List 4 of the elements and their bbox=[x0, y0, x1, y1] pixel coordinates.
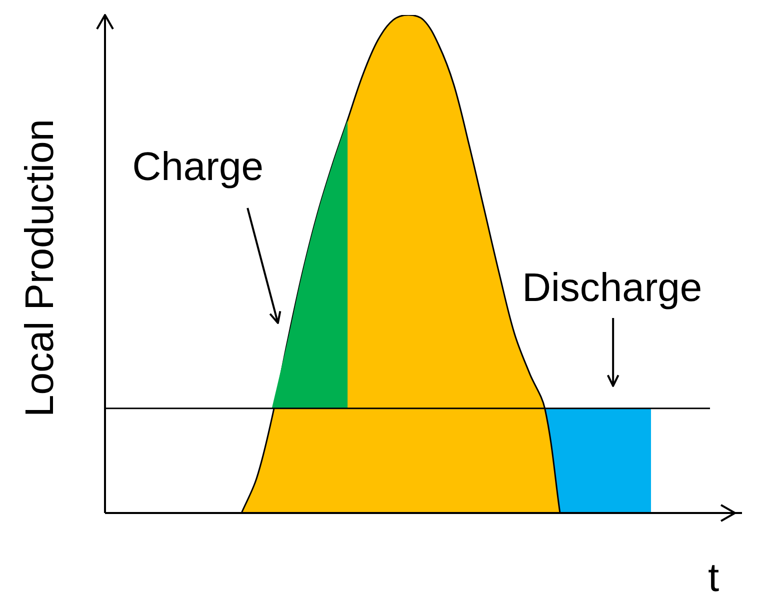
x-axis-title: t bbox=[708, 556, 720, 600]
annotation: Charge bbox=[132, 145, 264, 189]
y-axis-title: Local Production bbox=[18, 119, 62, 417]
annotation: Discharge bbox=[522, 266, 702, 310]
